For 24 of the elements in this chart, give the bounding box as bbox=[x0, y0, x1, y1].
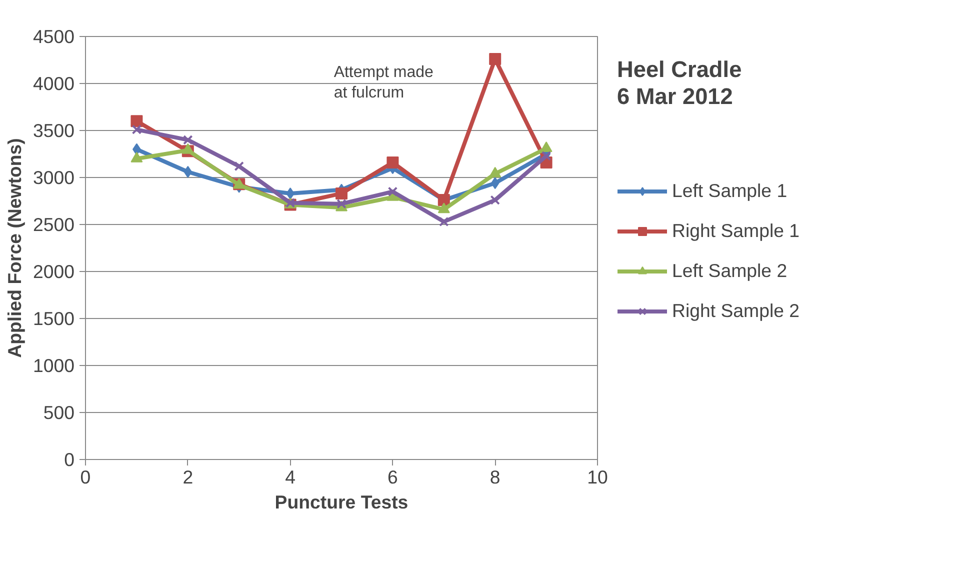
legend-label: Right Sample 2 bbox=[672, 300, 800, 322]
x-tick-label: 6 bbox=[388, 466, 398, 488]
x-tick-label: 0 bbox=[80, 466, 91, 488]
y-axis-title: Applied Force (Newtons) bbox=[4, 138, 25, 358]
y-tick-label: 4500 bbox=[32, 26, 75, 47]
y-tick-label: 2500 bbox=[32, 214, 75, 235]
x-tick-label: 8 bbox=[490, 466, 500, 488]
x-axis-title: Puncture Tests bbox=[274, 492, 408, 512]
legend-label: Left Sample 1 bbox=[672, 180, 788, 202]
annotation: Attempt made at fulcrum bbox=[334, 64, 434, 102]
y-tick-label: 3500 bbox=[32, 120, 75, 141]
legend-label: Right Sample 1 bbox=[672, 220, 800, 242]
y-tick-label: 0 bbox=[64, 449, 75, 470]
x-tick-label: 4 bbox=[285, 466, 296, 488]
y-tick-label: 1500 bbox=[32, 308, 75, 329]
y-tick-label: 3000 bbox=[32, 167, 75, 188]
x-tick-label: 10 bbox=[587, 466, 608, 488]
text: Heel Cradle 6 Mar 2012 bbox=[617, 56, 743, 110]
y-tick-label: 1000 bbox=[32, 355, 75, 376]
y-tick-label: 500 bbox=[43, 402, 75, 423]
legend-label: Left Sample 2 bbox=[672, 260, 788, 282]
x-tick-label: 2 bbox=[182, 466, 194, 488]
y-tick-label: 2000 bbox=[32, 261, 75, 282]
y-tick-label: 4000 bbox=[32, 73, 75, 94]
